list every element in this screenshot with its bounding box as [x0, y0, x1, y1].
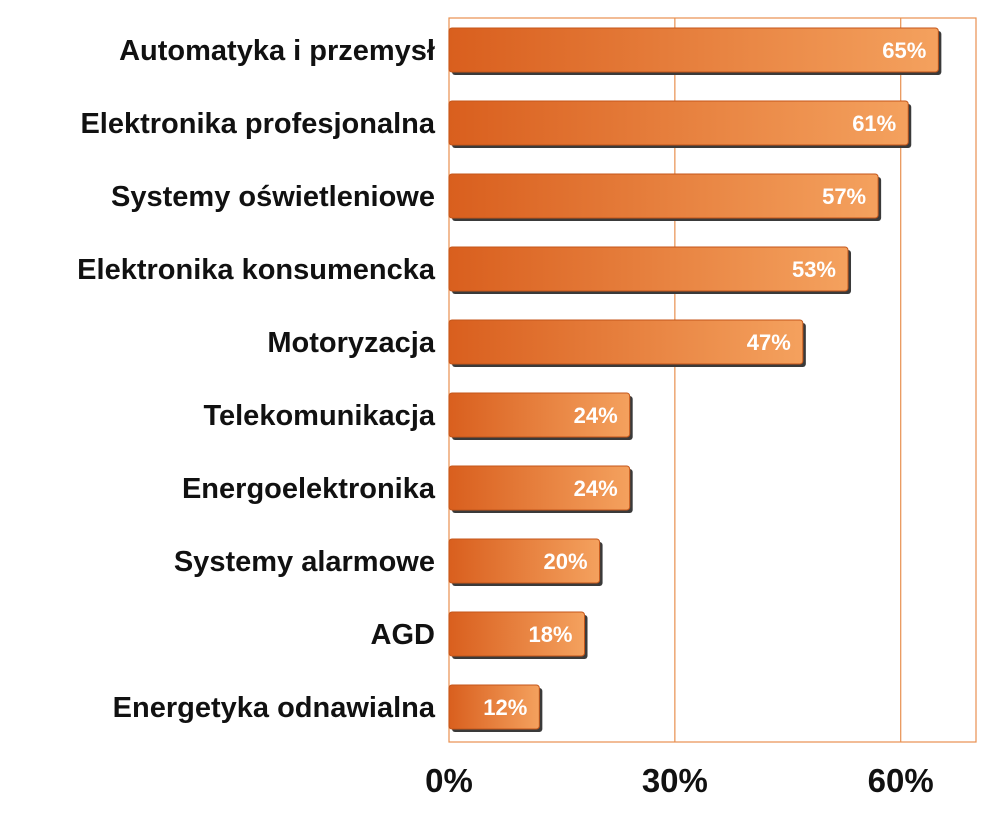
x-tick-label: 0%	[425, 762, 473, 799]
bar-group: 24%	[448, 392, 633, 440]
category-label: Motoryzacja	[267, 327, 435, 359]
bar-value-label: 53%	[792, 257, 836, 282]
x-tick-label: 30%	[642, 762, 708, 799]
bar-value-label: 12%	[483, 695, 527, 720]
bar-group: 20%	[448, 538, 603, 586]
bar-value-label: 61%	[852, 111, 896, 136]
bar-group: 24%	[448, 465, 633, 513]
bar	[448, 392, 631, 438]
bar	[448, 246, 849, 292]
bar-group: 12%	[448, 684, 543, 732]
bar-value-label: 47%	[747, 330, 791, 355]
bar	[448, 100, 909, 146]
bar-group: 65%	[448, 27, 942, 75]
category-label: Elektronika konsumencka	[77, 254, 436, 286]
category-label: Energetyka odnawialna	[113, 692, 436, 724]
category-label: Energoelektronika	[182, 473, 436, 505]
category-label: Telekomunikacja	[203, 400, 435, 432]
plot-frame	[448, 17, 977, 743]
category-label: Automatyka i przemysł	[119, 35, 435, 67]
category-label: Systemy oświetleniowe	[111, 181, 435, 213]
bar-group: 57%	[448, 173, 882, 221]
bar	[448, 538, 601, 584]
bar-value-label: 24%	[574, 476, 618, 501]
bar-group: 61%	[448, 100, 912, 148]
category-label: Elektronika profesjonalna	[80, 108, 435, 140]
x-axis-ticks: 0% 30% 60%	[425, 762, 934, 799]
bar-group: 47%	[448, 319, 806, 367]
bar	[448, 27, 939, 73]
bar-value-label: 20%	[544, 549, 588, 574]
bar	[448, 465, 631, 511]
bar-value-label: 24%	[574, 403, 618, 428]
bar	[448, 684, 540, 730]
category-label: Systemy alarmowe	[174, 546, 435, 578]
bar-group: 53%	[448, 246, 852, 294]
category-label: AGD	[371, 619, 435, 651]
bar-value-label: 65%	[882, 38, 926, 63]
bar	[448, 319, 804, 365]
x-tick-label: 60%	[868, 762, 934, 799]
bar-value-label: 57%	[822, 184, 866, 209]
bar-group: 18%	[448, 611, 588, 659]
bar	[448, 173, 879, 219]
category-labels: Automatyka i przemysł Elektronika profesj…	[77, 35, 436, 724]
bar	[448, 611, 586, 657]
bars-layer: 65% 61% 57% 53% 47% 24% 24% 20% 18% 12%	[448, 27, 942, 732]
bar-value-label: 18%	[528, 622, 572, 647]
